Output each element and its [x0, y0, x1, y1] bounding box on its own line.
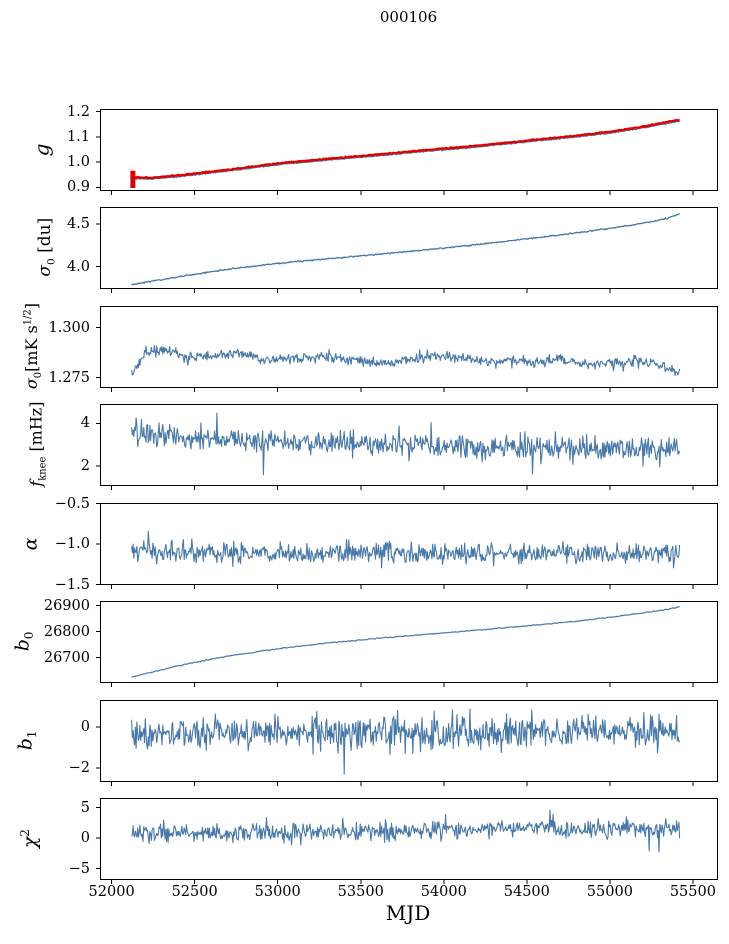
x-tick-label: 52000 — [88, 884, 135, 900]
y-tick-label: 1.0 — [66, 154, 90, 171]
y-tick-label: −1.0 — [54, 536, 90, 552]
y-tick-label: 26800 — [43, 623, 90, 640]
y-tick-label: 5 — [80, 799, 90, 816]
y-tick-label: −0.5 — [54, 495, 90, 512]
x-axis-label: MJD — [385, 901, 431, 925]
y-axis-label-fknee: fknee [mHz] — [26, 401, 50, 488]
x-tick-label: 55000 — [586, 884, 633, 900]
y-axis-label-sigma0-mks: σ0[mK s1/2] — [21, 303, 45, 390]
y-tick-label: 4 — [80, 415, 90, 432]
y-tick-label: 4.0 — [66, 258, 90, 275]
subplot-b0 — [96, 601, 718, 687]
y-axis-label-b1: b1 — [14, 730, 40, 751]
y-tick-label: 1.275 — [48, 369, 90, 386]
data-line-fknee — [131, 412, 681, 476]
axes-frame — [100, 503, 718, 585]
subplot-g — [96, 109, 718, 195]
axes-frame — [100, 109, 718, 191]
data-line-b1 — [131, 708, 681, 775]
x-tick-label: 54500 — [503, 884, 550, 900]
data-line-sigma0-du — [131, 212, 681, 286]
data-line-gain-raw-red — [130, 118, 680, 180]
y-tick-label: 2 — [80, 458, 90, 475]
axes-frame — [100, 306, 718, 388]
subplot-sigma0-du — [96, 207, 718, 293]
subplot-fknee — [96, 404, 718, 490]
y-axis-label-chi2: χ2 — [18, 828, 42, 848]
subplot-chi2 — [96, 798, 718, 884]
subplot-sigma0-mks — [96, 306, 718, 392]
y-tick-label: −2 — [68, 760, 90, 777]
y-tick-label: −1.5 — [54, 576, 90, 593]
data-line-sigma0-mks — [131, 345, 681, 377]
axes-frame — [100, 207, 718, 289]
data-line-chi2 — [131, 809, 681, 853]
y-axis-label-g: g — [29, 143, 53, 156]
subplot-alpha — [96, 503, 718, 589]
y-tick-label: 1.300 — [48, 319, 90, 336]
x-tick-label: 52500 — [171, 884, 218, 900]
chart-title: 000106 — [379, 8, 438, 26]
subplot-b1 — [96, 700, 718, 786]
y-tick-label: 26700 — [43, 649, 90, 666]
y-tick-label: 4.5 — [66, 216, 90, 233]
x-tick-label: 55500 — [669, 884, 716, 900]
y-tick-label: −5 — [68, 860, 90, 877]
y-tick-label: 1.1 — [66, 128, 90, 145]
y-tick-label: 0.9 — [66, 179, 90, 196]
y-tick-label: 1.2 — [66, 103, 90, 120]
y-tick-label: 0 — [80, 830, 90, 847]
axes-frame — [100, 798, 718, 880]
y-axis-label-alpha: α — [19, 537, 41, 550]
axes-frame — [100, 404, 718, 486]
y-axis-label-b0: b0 — [11, 631, 37, 652]
y-axis-label-sigma0-du: σ0 [du] — [34, 218, 58, 277]
x-tick-label: 53500 — [337, 884, 384, 900]
data-line-alpha — [131, 530, 681, 569]
data-line-b0 — [131, 605, 680, 678]
axes-frame — [100, 700, 718, 782]
y-tick-label: 0 — [80, 719, 90, 736]
x-tick-label: 54000 — [420, 884, 467, 900]
x-tick-label: 53000 — [254, 884, 301, 900]
y-tick-label: 26900 — [43, 597, 90, 614]
axes-frame — [100, 601, 718, 683]
